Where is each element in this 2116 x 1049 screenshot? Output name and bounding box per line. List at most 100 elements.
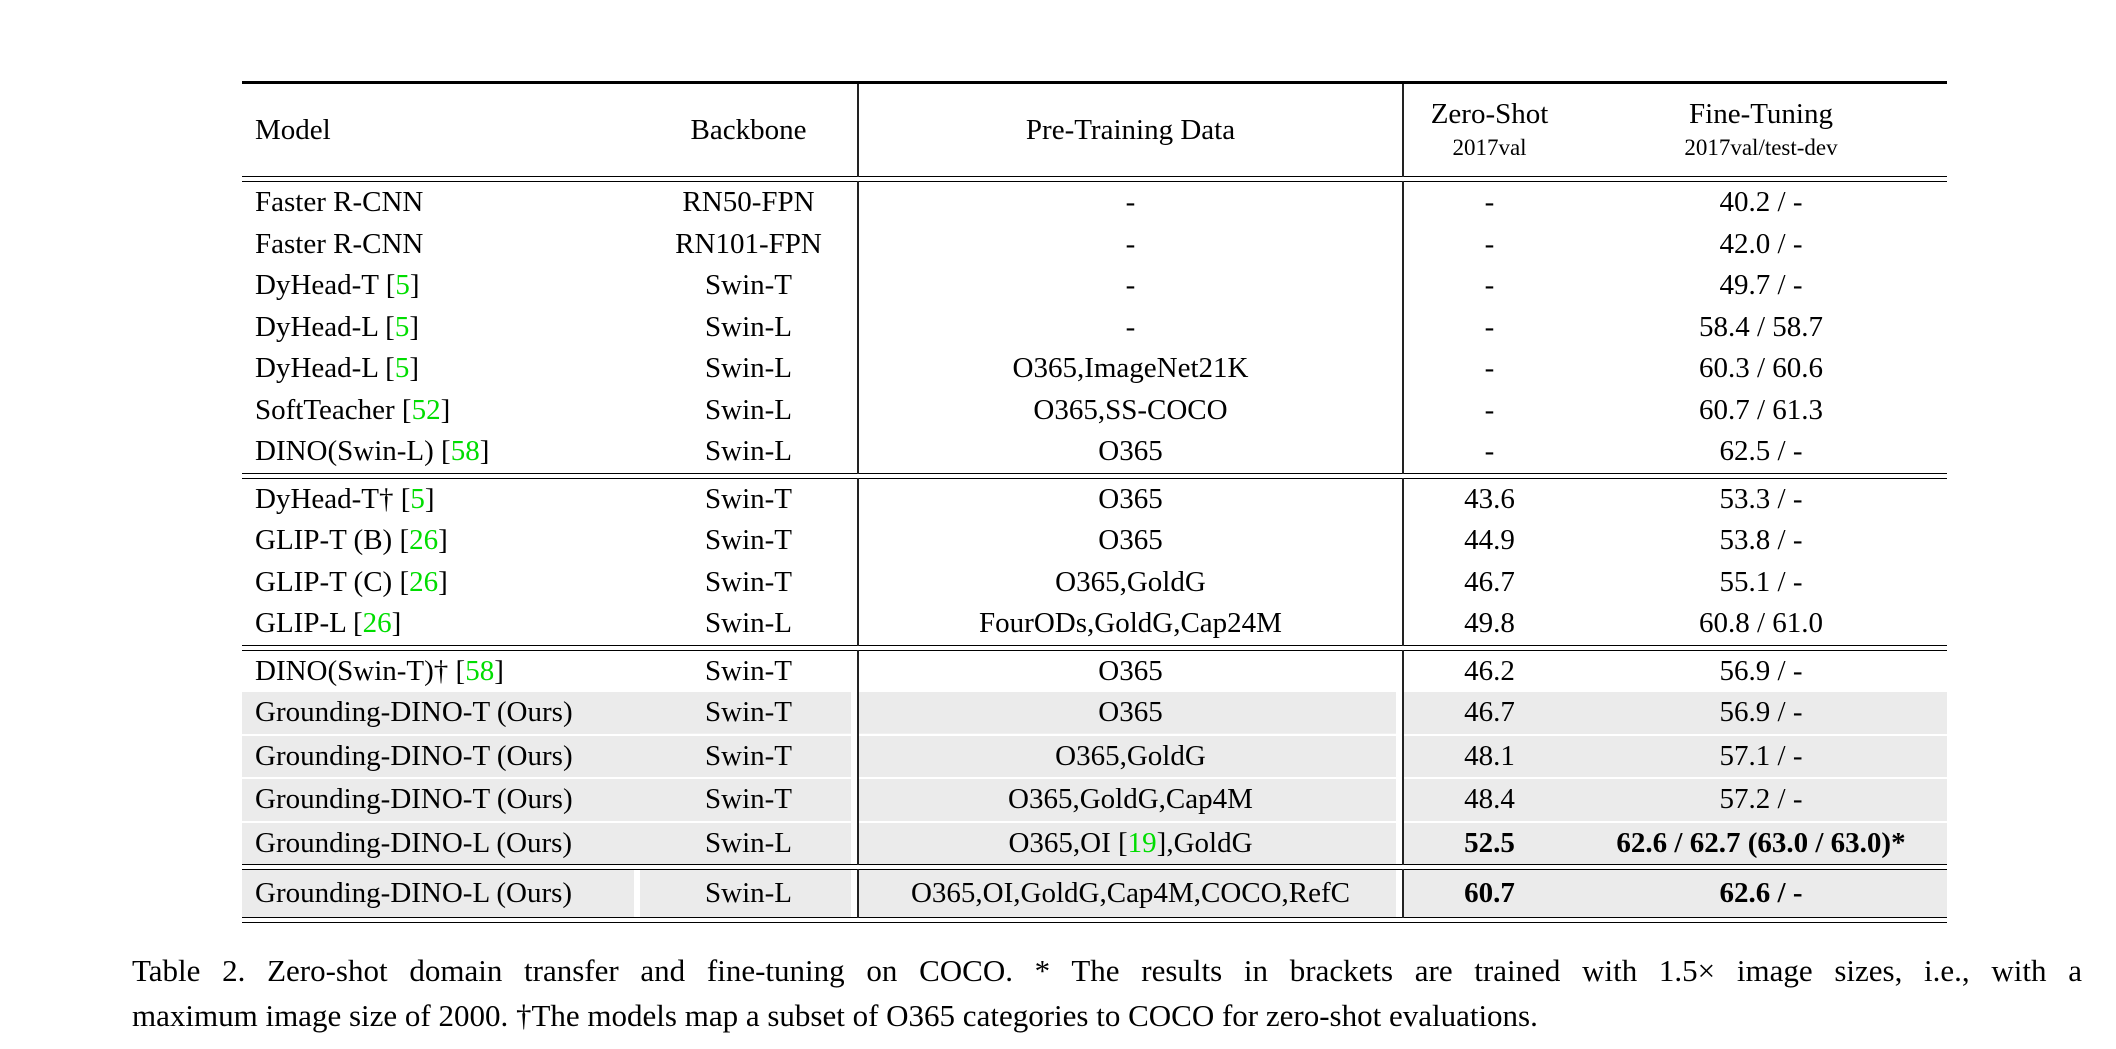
cell-backbone: Swin-T	[705, 565, 792, 598]
cell-model: DyHead-L [5]	[242, 348, 640, 390]
cell-zero-shot: -	[1402, 181, 1575, 224]
cell-model: Faster R-CNN	[255, 186, 424, 219]
table-row: GLIP-T (C) [26] Swin-T O365,GoldG 46.7 55.1 …	[242, 561, 1947, 604]
cell-zero-shot: 43.6	[1402, 478, 1575, 520]
cell-fine-tuning: 57.1 / -	[1575, 733, 1947, 778]
double-rule	[242, 176, 1947, 182]
cell-backbone: Swin-T	[640, 733, 858, 778]
table-row: GLIP-L [26] Swin-L FourODs,GoldG,Cap24M 49.…	[242, 603, 1947, 645]
col-header-zero-shot: Zero-Shot 2017val	[1402, 82, 1575, 177]
col-header-model: Model	[255, 113, 331, 146]
cell-zero-shot: 52.5	[1402, 820, 1575, 865]
cell-text: DINO(Swin-T)† [	[255, 654, 466, 687]
table-body: Faster R-CNN RN50-FPN - -40.2 / - Faster R-C…	[242, 176, 1947, 923]
cell-model: DyHead-L [5]	[242, 307, 640, 349]
table-caption: Table 2. Zero-shot domain transfer and f…	[132, 948, 2082, 1038]
cell-fine-tuning: 53.3 / -	[1719, 482, 1803, 515]
cell-zero-shot: 46.7	[1402, 561, 1575, 603]
cell-text: ]	[409, 269, 420, 302]
cell-text: SoftTeacher [	[255, 393, 412, 426]
cell-model: Grounding-DINO-L (Ours)	[242, 820, 640, 865]
double-rule	[242, 864, 1947, 870]
table-row: DyHead-T [5] Swin-T - - 49.7 / -	[242, 265, 1947, 307]
results-table: Model Backbone Pre-Training Data Zero-Sh…	[242, 81, 1947, 923]
cell-zero-shot: 44.9	[1402, 520, 1575, 562]
cell-text: ]	[438, 524, 448, 557]
table-row: Grounding-DINO-L (Ours) Swin-L O365,OI [19…	[242, 820, 1947, 865]
bottom-rule	[242, 917, 1947, 923]
cell-pretraining: O365,OI,GoldG,Cap4M,COCO,RefC	[857, 869, 1403, 918]
double-rule	[242, 917, 1947, 923]
cell-text: ]	[409, 310, 420, 343]
cell-backbone: Swin-T	[640, 777, 858, 822]
cell-model: DINO(Swin-T)† [58]	[242, 650, 640, 692]
cell-pretraining: -	[857, 306, 1403, 348]
table-row: Grounding-DINO-T (Ours) Swin-T O365 46.7 56.…	[242, 692, 1947, 735]
cell-pretraining: O365,GoldG	[857, 561, 1403, 603]
zero-shot-subtitle: 2017val	[1452, 135, 1527, 160]
cell-backbone: Swin-L	[640, 820, 858, 865]
cell-backbone: Swin-L	[705, 352, 792, 385]
cell-pretraining: O365,OI [19],GoldG	[857, 820, 1403, 865]
caption-line-2: maximum image size of 2000. †The models …	[132, 998, 1538, 1033]
cell-zero-shot: -	[1402, 431, 1575, 473]
cell-model: Grounding-DINO-T (Ours)	[242, 692, 640, 735]
cell-pretraining: -	[857, 181, 1403, 224]
cell-pretraining: O365	[857, 650, 1403, 692]
cell-pretraining: O365	[857, 692, 1403, 735]
cell-text: DINO(Swin-L) [	[255, 435, 451, 468]
cell-text: ]	[440, 393, 451, 426]
cell-backbone: Swin-L	[640, 869, 858, 918]
cell-text: ]	[479, 435, 490, 468]
cell-text: GLIP-L [	[255, 607, 363, 640]
cell-fine-tuning: 56.9 / -	[1719, 654, 1803, 687]
cell-pretraining: FourODs,GoldG,Cap24M	[857, 603, 1403, 645]
fine-tuning-title: Fine-Tuning	[1689, 98, 1833, 130]
cell-fine-tuning: 62.6 / 62.7 (63.0 / 63.0)*	[1575, 820, 1947, 865]
citation-number: 58	[465, 654, 495, 687]
cell-model: GLIP-T (C) [26]	[242, 562, 640, 604]
citation-number: 5	[410, 482, 425, 515]
results-table-wrapper: Model Backbone Pre-Training Data Zero-Sh…	[242, 81, 1947, 923]
double-rule	[242, 472, 1947, 479]
cell-zero-shot: -	[1402, 223, 1575, 265]
cell-fine-tuning: 58.4 / 58.7	[1698, 310, 1824, 343]
cell-pretraining: O365	[857, 478, 1403, 520]
citation-number: 26	[409, 524, 439, 557]
cell-text: ]	[409, 352, 420, 385]
cell-text: O365,OI [	[1008, 826, 1128, 859]
col-header-backbone: Backbone	[690, 113, 807, 146]
cell-pretraining: O365,GoldG	[857, 733, 1403, 778]
cell-backbone: Swin-T	[705, 482, 792, 515]
cell-zero-shot: 48.1	[1402, 733, 1575, 778]
cell-pretraining: O365	[857, 431, 1403, 473]
cell-backbone: Swin-L	[705, 435, 792, 468]
cell-pretraining: O365	[857, 520, 1403, 562]
cell-zero-shot: 46.2	[1402, 650, 1575, 692]
section-separator-rule	[242, 472, 1947, 479]
table-row: DINO(Swin-L) [58] Swin-L O365- 62.5 / -	[242, 431, 1947, 473]
citation-number: 5	[395, 269, 410, 302]
cell-text: ]	[424, 482, 435, 515]
header-separator-rule	[242, 176, 1947, 182]
col-header-fine-tuning: Fine-Tuning 2017val/test-dev	[1575, 83, 1947, 177]
cell-backbone: Swin-T	[705, 269, 792, 302]
cell-fine-tuning: 62.5 / -	[1719, 435, 1803, 468]
cell-zero-shot: 60.7	[1402, 869, 1575, 918]
cell-model: GLIP-L [26]	[242, 603, 640, 645]
cell-backbone: Swin-T	[640, 692, 858, 735]
cell-pretraining: -	[857, 265, 1403, 307]
citation-number: 5	[394, 352, 410, 385]
cell-text: ],GoldG	[1156, 826, 1253, 859]
section-separator-rule	[242, 644, 1947, 651]
cell-text: DyHead-T [	[255, 269, 396, 302]
table-row: Faster R-CNN RN101-FPN - - 42.0 / -	[242, 223, 1947, 265]
table-row: Grounding-DINO-T (Ours) Swin-T O365,GoldG 4…	[242, 733, 1947, 778]
cell-backbone: RN101-FPN	[675, 227, 822, 260]
table-row: GLIP-T (B) [26] Swin-T O365 44.9 53.8 / -	[242, 520, 1947, 562]
cell-zero-shot: -	[1402, 348, 1575, 390]
cell-zero-shot: 49.8	[1402, 603, 1575, 645]
cell-pretraining: -	[857, 223, 1403, 265]
cell-fine-tuning: 42.0 / -	[1719, 227, 1803, 260]
